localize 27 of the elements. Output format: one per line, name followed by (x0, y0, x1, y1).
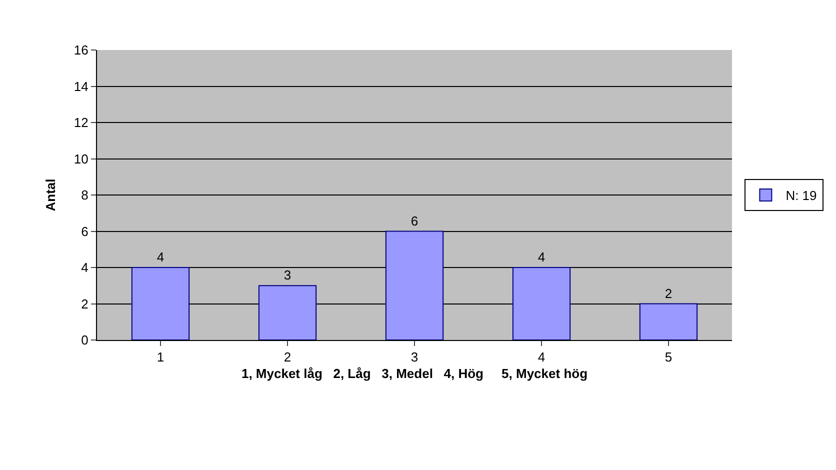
x-tick-label: 2 (284, 350, 292, 365)
y-axis-title: Antal (42, 178, 58, 212)
y-tick-label: 2 (81, 296, 88, 312)
x-tick-label: 3 (410, 350, 418, 365)
bar (639, 303, 698, 340)
data-label: 4 (538, 250, 546, 264)
y-tick-label: 12 (74, 115, 88, 130)
y-tick-label: 14 (74, 78, 88, 94)
y-tick-label: 8 (81, 188, 88, 203)
bar (131, 267, 190, 340)
bar (385, 230, 444, 340)
y-tick-label: 6 (81, 224, 88, 239)
data-label: 2 (664, 286, 672, 301)
y-tick-label: 10 (74, 151, 88, 166)
x-tick-label: 5 (664, 350, 672, 365)
legend-label: N: 19 (786, 188, 817, 204)
y-tick-label: 0 (81, 332, 88, 348)
x-tick-label: 4 (538, 350, 546, 365)
x-tick-label: 1 (156, 350, 164, 365)
data-label: 6 (410, 213, 418, 228)
bar (258, 285, 317, 340)
bar (512, 267, 571, 340)
y-tick-label: 16 (74, 42, 88, 58)
data-label: 4 (156, 250, 164, 264)
x-axis-title: 1, Mycket låg 2, Låg 3, Medel 4, Hög 5, Mycket hög (241, 366, 588, 382)
y-tick-label: 4 (81, 260, 88, 276)
data-label: 3 (284, 268, 292, 283)
